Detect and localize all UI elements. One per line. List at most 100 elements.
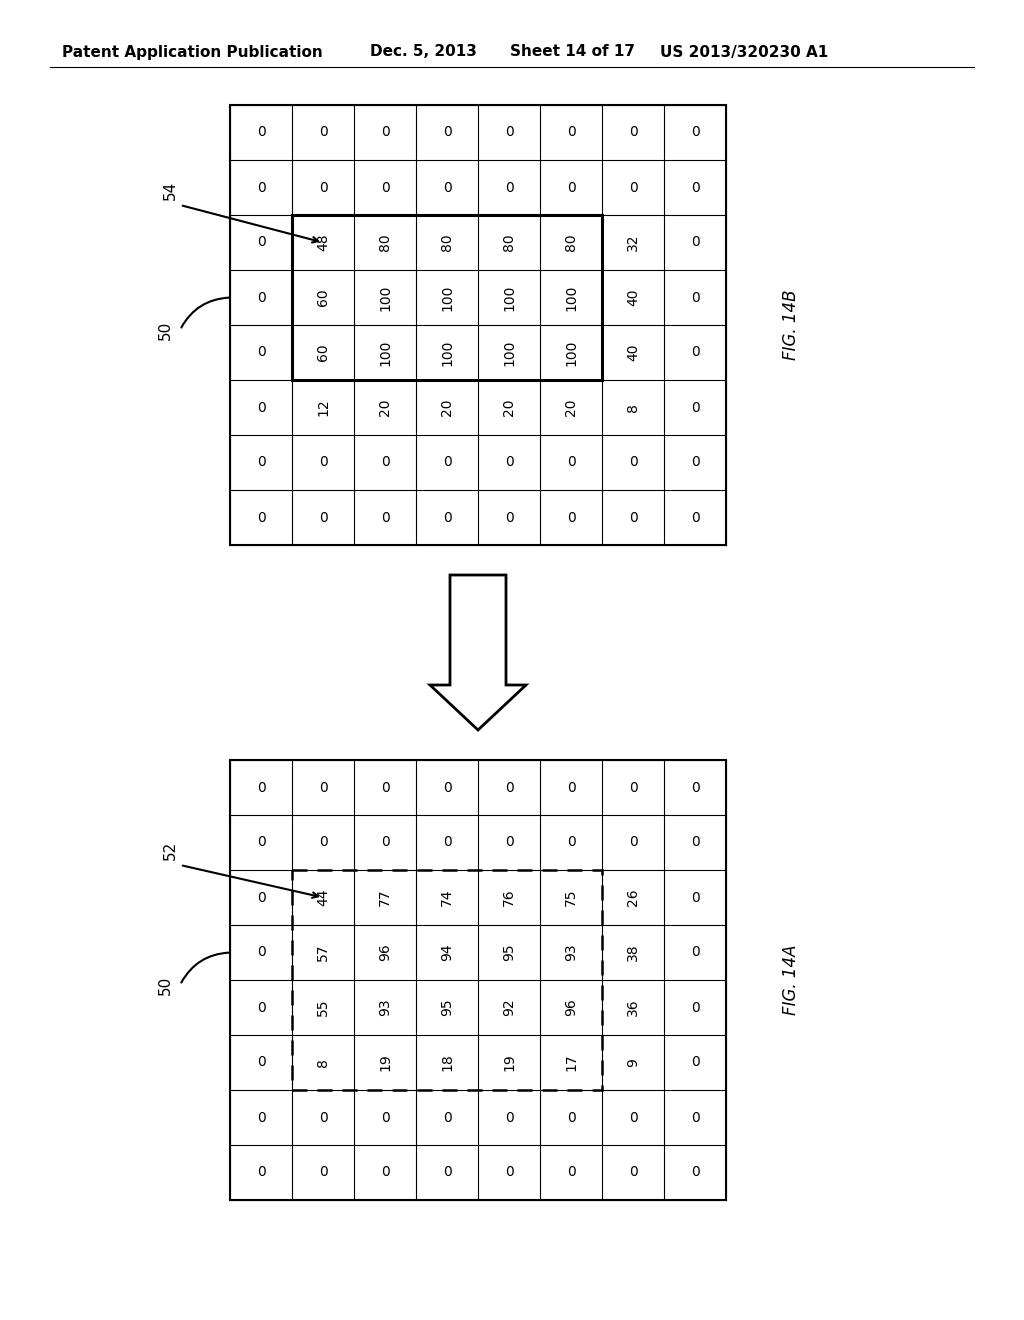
- Text: 0: 0: [257, 511, 265, 524]
- Text: 0: 0: [505, 1110, 513, 1125]
- Text: 76: 76: [502, 888, 516, 907]
- Text: 0: 0: [442, 780, 452, 795]
- Text: 0: 0: [629, 511, 637, 524]
- Text: 0: 0: [381, 780, 389, 795]
- Text: 0: 0: [566, 780, 575, 795]
- Text: 60: 60: [316, 343, 330, 362]
- Text: 0: 0: [566, 455, 575, 470]
- Text: 57: 57: [316, 944, 330, 961]
- Text: 50: 50: [158, 321, 172, 339]
- Text: 0: 0: [257, 836, 265, 850]
- Text: 0: 0: [629, 1166, 637, 1180]
- Bar: [292, 870, 602, 1090]
- Text: 80: 80: [564, 234, 578, 251]
- Text: 0: 0: [629, 181, 637, 194]
- Text: 94: 94: [440, 944, 454, 961]
- Text: 0: 0: [690, 511, 699, 524]
- Text: 0: 0: [505, 125, 513, 140]
- Text: 0: 0: [257, 1056, 265, 1069]
- Text: 0: 0: [690, 891, 699, 904]
- Text: 20: 20: [564, 399, 578, 416]
- Text: 80: 80: [440, 234, 454, 251]
- Text: 96: 96: [564, 999, 578, 1016]
- Text: 0: 0: [442, 1110, 452, 1125]
- Text: 0: 0: [629, 125, 637, 140]
- Text: 60: 60: [316, 289, 330, 306]
- Text: 0: 0: [566, 511, 575, 524]
- Bar: [230, 760, 726, 1200]
- Text: 50: 50: [158, 975, 172, 995]
- Text: FIG. 14A: FIG. 14A: [782, 945, 800, 1015]
- Bar: [230, 106, 726, 545]
- Text: 0: 0: [381, 836, 389, 850]
- Text: 20: 20: [378, 399, 392, 416]
- Text: 0: 0: [257, 235, 265, 249]
- Text: 100: 100: [502, 339, 516, 366]
- Text: 80: 80: [378, 234, 392, 251]
- Text: 0: 0: [442, 125, 452, 140]
- Text: 0: 0: [318, 1110, 328, 1125]
- Text: 0: 0: [257, 1166, 265, 1180]
- Text: 0: 0: [318, 836, 328, 850]
- Text: 0: 0: [690, 1001, 699, 1015]
- Text: 0: 0: [629, 1110, 637, 1125]
- Text: 8: 8: [626, 403, 640, 412]
- Text: 0: 0: [257, 945, 265, 960]
- Text: 36: 36: [626, 999, 640, 1016]
- Text: 74: 74: [440, 888, 454, 907]
- Text: 0: 0: [381, 455, 389, 470]
- Text: 0: 0: [381, 511, 389, 524]
- Text: 92: 92: [502, 999, 516, 1016]
- Text: 0: 0: [690, 455, 699, 470]
- Text: Sheet 14 of 17: Sheet 14 of 17: [510, 45, 635, 59]
- Text: 0: 0: [505, 511, 513, 524]
- Text: 0: 0: [381, 181, 389, 194]
- Text: 100: 100: [378, 284, 392, 310]
- Text: 0: 0: [690, 1110, 699, 1125]
- Text: 9: 9: [626, 1059, 640, 1067]
- Text: US 2013/320230 A1: US 2013/320230 A1: [660, 45, 828, 59]
- Text: 0: 0: [381, 125, 389, 140]
- Text: 0: 0: [566, 181, 575, 194]
- Text: 100: 100: [440, 284, 454, 310]
- Text: 0: 0: [318, 181, 328, 194]
- Text: 19: 19: [502, 1053, 516, 1072]
- Text: 0: 0: [690, 836, 699, 850]
- Text: 0: 0: [257, 290, 265, 305]
- Text: 100: 100: [378, 339, 392, 366]
- Text: 0: 0: [690, 290, 699, 305]
- Text: 0: 0: [505, 1166, 513, 1180]
- Text: 0: 0: [690, 1056, 699, 1069]
- Text: 0: 0: [505, 780, 513, 795]
- Text: 52: 52: [163, 841, 177, 859]
- Text: 0: 0: [257, 1001, 265, 1015]
- Text: 0: 0: [318, 780, 328, 795]
- Text: 20: 20: [440, 399, 454, 416]
- Text: 95: 95: [440, 999, 454, 1016]
- Text: 0: 0: [690, 1166, 699, 1180]
- Text: 0: 0: [442, 836, 452, 850]
- Text: 0: 0: [257, 780, 265, 795]
- Text: 0: 0: [381, 1166, 389, 1180]
- Text: 75: 75: [564, 888, 578, 907]
- Text: 93: 93: [564, 944, 578, 961]
- Text: 40: 40: [626, 343, 640, 362]
- Text: 0: 0: [566, 1110, 575, 1125]
- Text: 100: 100: [440, 339, 454, 366]
- Text: 0: 0: [318, 511, 328, 524]
- Text: FIG. 14B: FIG. 14B: [782, 290, 800, 360]
- Text: 0: 0: [505, 836, 513, 850]
- Text: 0: 0: [629, 780, 637, 795]
- Text: 100: 100: [502, 284, 516, 310]
- Text: 55: 55: [316, 999, 330, 1016]
- Text: 0: 0: [629, 836, 637, 850]
- Text: 0: 0: [318, 455, 328, 470]
- Text: 0: 0: [318, 1166, 328, 1180]
- Text: 0: 0: [690, 346, 699, 359]
- Text: 32: 32: [626, 234, 640, 251]
- Text: 12: 12: [316, 399, 330, 416]
- Text: 0: 0: [442, 455, 452, 470]
- Text: 80: 80: [502, 234, 516, 251]
- Text: 0: 0: [257, 181, 265, 194]
- Text: 0: 0: [318, 125, 328, 140]
